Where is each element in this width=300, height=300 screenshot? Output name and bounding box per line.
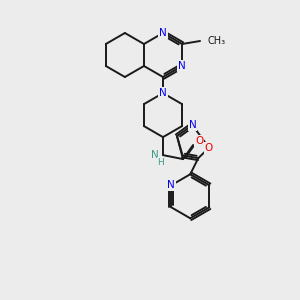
Text: CH₃: CH₃ bbox=[207, 36, 225, 46]
Text: O: O bbox=[205, 143, 213, 153]
Text: O: O bbox=[195, 136, 203, 146]
Text: N: N bbox=[159, 88, 167, 98]
Text: N: N bbox=[178, 61, 186, 71]
Text: N: N bbox=[151, 150, 159, 160]
Text: N: N bbox=[167, 180, 175, 190]
Text: N: N bbox=[188, 120, 196, 130]
Text: N: N bbox=[159, 28, 167, 38]
Text: H: H bbox=[158, 158, 164, 166]
